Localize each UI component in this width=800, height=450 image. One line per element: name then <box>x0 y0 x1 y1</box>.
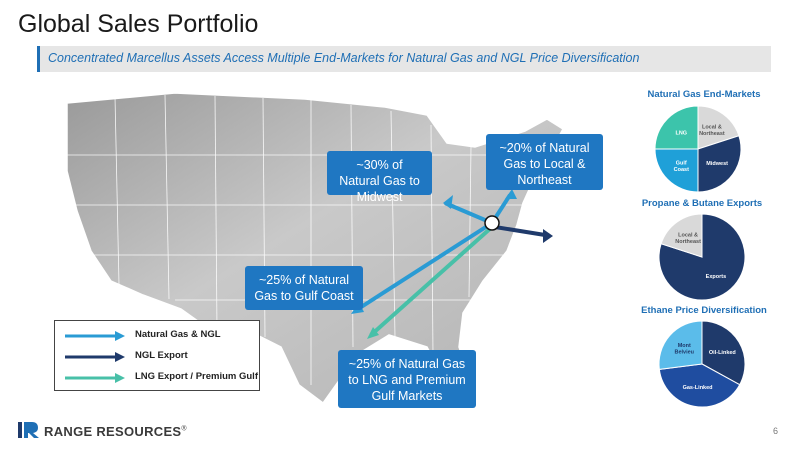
subtitle-text: Concentrated Marcellus Assets Access Mul… <box>48 51 640 65</box>
callout-gulf-coast: ~25% of Natural Gas to Gulf Coast <box>245 266 363 310</box>
us-map <box>66 92 564 405</box>
legend-item-lng-export: LNG Export / Premium Gulf <box>63 371 259 385</box>
pie-slice-label: Gas-Linked <box>683 385 713 391</box>
pie-slice-label: Midwest <box>706 161 728 167</box>
callout-lng: ~25% of Natural Gas to LNG and Premium G… <box>338 350 476 408</box>
subtitle-banner: Concentrated Marcellus Assets Access Mul… <box>37 46 771 72</box>
pie-slice <box>654 105 699 150</box>
page-number: 6 <box>772 426 778 436</box>
pie-title-propane-butane: Propane & Butane Exports <box>641 198 763 209</box>
pie-slice-label: Local & Northeast <box>699 125 725 138</box>
page-title: Global Sales Portfolio <box>18 10 259 38</box>
pie-chart-propane-butane-exports: Exports Local & Northeast <box>658 213 746 301</box>
arrow-right-icon <box>65 352 125 362</box>
pie-slice-label: Gulf Coast <box>674 160 689 173</box>
legend-label: LNG Export / Premium Gulf <box>135 371 258 382</box>
pie-slice-label: Mont Belvieu <box>674 343 694 356</box>
arrow-right-icon <box>65 373 125 383</box>
legend-item-ngl-export: NGL Export <box>63 350 259 364</box>
pie-chart-natural-gas-end-markets: Local & Northeast Midwest Gulf Coast LNG <box>654 105 742 193</box>
pie-slice <box>654 148 699 193</box>
map-legend: Natural Gas & NGL NGL Export LNG Export … <box>54 320 260 391</box>
legend-label: NGL Export <box>135 350 188 361</box>
pie-slice-label: Oil-Linked <box>709 350 736 356</box>
pie-title-ethane: Ethane Price Diversification <box>641 305 767 316</box>
callout-northeast: ~20% of Natural Gas to Local & Northeast <box>486 134 603 190</box>
pie-chart-ethane-price-diversification: Oil-Linked Gas-Linked Mont Belvieu <box>658 320 746 408</box>
callout-midwest: ~30% of Natural Gas to Midwest <box>327 151 432 204</box>
range-resources-logo: RANGE RESOURCES® <box>18 420 218 440</box>
arrow-right-icon <box>65 331 125 341</box>
legend-item-natural-gas: Natural Gas & NGL <box>63 329 259 343</box>
pie-slice-label: LNG <box>675 130 687 136</box>
pie-slice <box>701 320 746 386</box>
legend-label: Natural Gas & NGL <box>135 329 221 340</box>
marcellus-hub-marker <box>484 215 500 231</box>
pie-slice-label: Exports <box>706 274 726 280</box>
pie-slice <box>697 135 742 193</box>
pie-slice-label: Local & Northeast <box>675 233 701 246</box>
pie-slice <box>697 105 740 150</box>
range-logo-icon <box>18 422 39 438</box>
pie-title-natural-gas: Natural Gas End-Markets <box>647 89 761 100</box>
pie-slice <box>658 320 703 370</box>
pie-slice <box>660 213 703 258</box>
pie-slice <box>658 363 741 408</box>
logo-wordmark: RANGE RESOURCES® <box>44 424 187 439</box>
